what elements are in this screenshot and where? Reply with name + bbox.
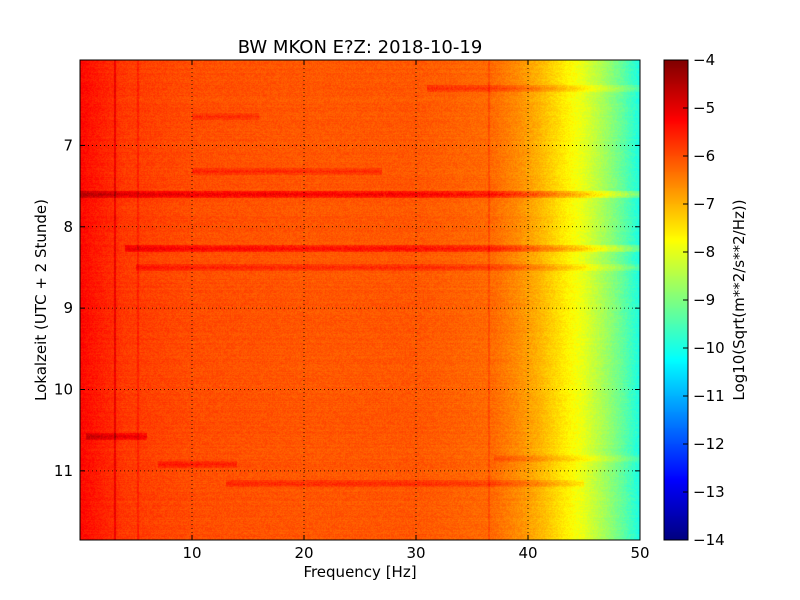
plot-frame: [79, 59, 641, 541]
y-tick-label: 7: [63, 136, 73, 154]
colorbar-label: Log10(Sqrt(m**2/s**2/Hz)): [730, 199, 748, 400]
spectrogram-heatmap: [80, 60, 640, 540]
colorbar-tick-label: −9: [693, 291, 715, 309]
x-tick-label: 40: [518, 544, 537, 562]
heatmap-plot-area: [79, 59, 641, 541]
y-tick-label: 11: [54, 462, 73, 480]
colorbar-tick-label: −7: [693, 195, 715, 213]
y-tick-label: 8: [63, 218, 73, 236]
x-axis-label: Frequency [Hz]: [303, 563, 416, 581]
colorbar-tick-label: −5: [693, 99, 715, 117]
colorbar-tick-label: −8: [693, 243, 715, 261]
y-tick-label: 10: [54, 380, 73, 398]
x-tick-label: 50: [630, 544, 649, 562]
colorbar-tick-label: −14: [693, 531, 725, 549]
chart-title: BW MKON E?Z: 2018-10-19: [238, 37, 483, 58]
colorbar-tick-label: −12: [693, 435, 725, 453]
x-tick-label: 10: [182, 544, 201, 562]
grid-lines: [80, 60, 640, 540]
colorbar-tick-label: −6: [693, 147, 715, 165]
colorbar: −4 −5 −6 −7 −8 −9 −10 −11 −12 −13 −14 Log10(Sqrt(m…: [663, 51, 748, 549]
y-axis: 7 8 9 10 11: [54, 136, 640, 480]
y-axis-label: Lokalzeit (UTC + 2 Stunde): [32, 199, 50, 401]
colorbar-tick-label: −11: [693, 387, 725, 405]
x-axis: 10 20 30 40 50: [182, 60, 650, 562]
y-tick-label: 9: [63, 299, 73, 317]
colorbar-ticks: −4 −5 −6 −7 −8 −9 −10 −11 −12 −13 −14: [683, 51, 725, 549]
colorbar-tick-label: −4: [693, 51, 715, 69]
colorbar-tick-label: −13: [693, 483, 725, 501]
x-tick-label: 20: [294, 544, 313, 562]
colorbar-tick-label: −10: [693, 339, 725, 357]
x-tick-label: 30: [406, 544, 425, 562]
